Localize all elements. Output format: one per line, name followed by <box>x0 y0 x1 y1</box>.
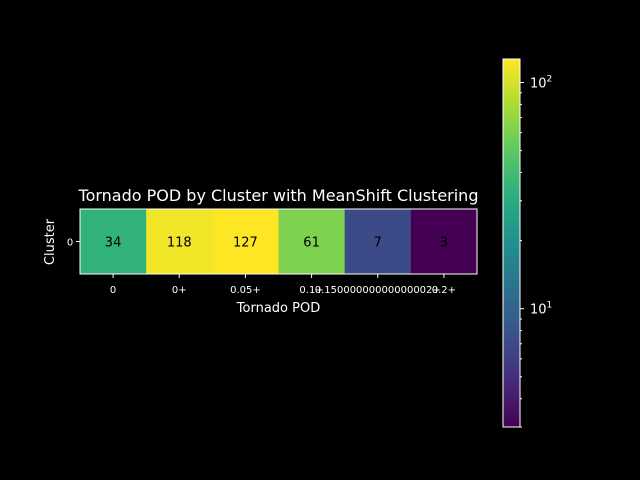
y-axis-label: Cluster <box>43 218 58 265</box>
heatmap-cells <box>80 209 478 274</box>
heatmap-cell-labels: 34 118 127 61 7 3 <box>105 236 448 251</box>
cell-value-label: 61 <box>303 236 320 251</box>
heatmap-cell <box>410 209 478 274</box>
x-tick-label: 0.2+ <box>432 285 456 296</box>
heatmap-cell <box>344 209 412 274</box>
x-tick-label: 0.05+ <box>230 285 261 296</box>
x-axis-ticks: 0 0+ 0.05+ 0.1+0.15000000000000002+0.2+ <box>110 274 456 296</box>
cell-value-label: 7 <box>374 236 382 251</box>
colorbar-ticks: 101 102 <box>520 74 552 428</box>
x-axis-label: Tornado POD <box>236 301 320 316</box>
colorbar <box>502 58 521 428</box>
chart-title: Tornado POD by Cluster with MeanShift Cl… <box>78 186 479 205</box>
x-tick-label: 0.15000000000000002+ <box>315 285 441 296</box>
y-tick-label: 0 <box>67 238 73 249</box>
heatmap-cell <box>80 209 147 274</box>
colorbar-tick-label: 102 <box>530 74 552 91</box>
cell-value-label: 3 <box>440 236 448 251</box>
cell-value-label: 34 <box>105 236 122 251</box>
cell-value-label: 118 <box>167 236 192 251</box>
y-axis-ticks: 0 <box>67 238 80 249</box>
x-tick-label: 0 <box>110 285 116 296</box>
heatmap-cell <box>278 209 346 274</box>
x-tick-label: 0.1+ <box>299 285 323 296</box>
cell-value-label: 127 <box>233 236 258 251</box>
x-tick-label: 0+ <box>172 285 187 296</box>
heatmap-cell <box>212 209 279 274</box>
colorbar-tick-label: 101 <box>530 301 552 318</box>
heatmap-cell <box>146 209 213 274</box>
